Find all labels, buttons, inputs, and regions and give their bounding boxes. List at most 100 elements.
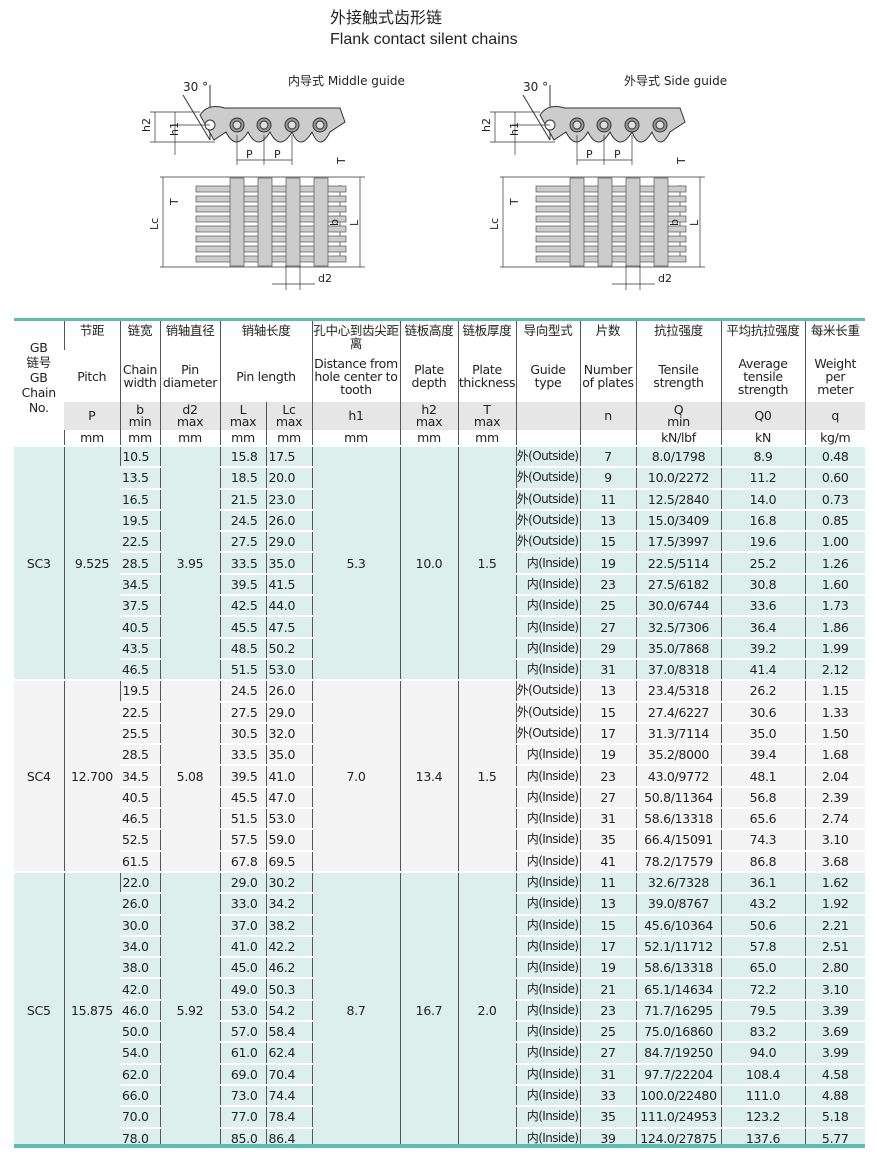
- avg-tensile-cell: 30.6: [720, 700, 805, 723]
- pin-length-l-cell: 37.0: [219, 913, 266, 936]
- weight-cell: 5.18: [804, 1105, 865, 1128]
- pitch-cell: 9.525: [63, 444, 120, 681]
- b-label: b: [328, 219, 341, 226]
- weight-cell: 3.39: [804, 998, 865, 1022]
- pin-length-lc-cell: 17.5: [265, 444, 312, 468]
- pitch-cell: 12.700: [63, 679, 120, 872]
- tensile-strength-cell: 15.0/3409: [635, 508, 721, 532]
- header-symbol-main: Q0: [754, 408, 772, 423]
- avg-tensile-cell: 94.0: [720, 1041, 805, 1064]
- pin-length-l-cell: 27.5: [219, 700, 266, 723]
- tensile-strength-cell: 27.4/6227: [635, 700, 721, 723]
- pin-length-l-cell: 15.8: [219, 444, 266, 468]
- guide-type-cell: 内(Inside): [515, 807, 580, 830]
- chain-no-cell: SC5: [14, 870, 64, 1148]
- chain-width-cell: 19.5: [120, 508, 160, 532]
- tensile-strength-cell: 58.6/13318: [635, 807, 721, 830]
- avg-tensile-cell: 39.4: [720, 743, 805, 766]
- chain-width-cell: 43.5: [120, 636, 160, 659]
- weight-cell: 2.39: [804, 785, 865, 809]
- weight-cell: 4.88: [804, 1083, 865, 1107]
- d2-label: d2: [318, 272, 332, 285]
- header-unit: mm: [265, 430, 312, 447]
- header-chain-no-line: GB: [29, 369, 48, 385]
- table-row: 13.5 18.5 20.0 外(Outside) 9 10.0/2272 11.2 0.60: [14, 466, 865, 489]
- chain-no-cell: SC4: [14, 679, 64, 872]
- pin-length-l-cell: 39.5: [219, 764, 266, 787]
- header-symbol: Q0: [720, 402, 805, 430]
- header-symbol: P: [64, 402, 120, 430]
- table-row: 34.5 39.5 41.0 内(Inside) 23 43.0/9772 48.1 2.04: [14, 764, 865, 787]
- header-en: Guide type: [515, 350, 580, 402]
- t-label: T: [675, 157, 688, 165]
- table-row: 38.0 45.0 46.2 内(Inside) 19 58.6/13318 65.0 2.8…: [14, 956, 865, 979]
- plates-cell: 25: [579, 594, 636, 617]
- chain-width-cell: 22.5: [120, 700, 160, 723]
- header-unit: kg/m: [804, 430, 865, 447]
- tensile-strength-cell: 124.0/27875: [635, 1126, 721, 1148]
- pin-length-lc-cell: 35.0: [265, 551, 312, 574]
- table-row: 42.0 49.0 50.3 内(Inside) 21 65.1/14634 72.2 3.1…: [14, 977, 865, 1000]
- chain-width-cell: 34.5: [120, 764, 160, 787]
- avg-tensile-cell: 137.6: [720, 1126, 805, 1148]
- header-chain-no-blank: [14, 430, 64, 447]
- plates-cell: 11: [579, 870, 636, 894]
- weight-cell: 1.62: [804, 870, 865, 894]
- header-unit: mm: [219, 430, 266, 447]
- avg-tensile-cell: 14.0: [720, 487, 805, 510]
- table-row: 40.5 45.5 47.5 内(Inside) 27 32.5/7306 36.4 1.86: [14, 615, 865, 638]
- header-chain-no-line: No.: [28, 399, 49, 415]
- guide-type-cell: 内(Inside): [515, 934, 580, 958]
- avg-tensile-cell: 48.1: [720, 764, 805, 787]
- table-row: 46.5 51.5 53.0 内(Inside) 31 37.0/8318 41.4 2.12: [14, 657, 865, 681]
- table-row: 40.5 45.5 47.0 内(Inside) 27 50.8/11364 56.8 2.3…: [14, 785, 865, 809]
- plates-cell: 39: [579, 1126, 636, 1148]
- weight-cell: 2.12: [804, 657, 865, 681]
- header-cn: 销轴长度: [219, 318, 312, 350]
- header-cn: 片数: [579, 318, 636, 350]
- header-symbol: b min: [119, 402, 160, 430]
- header-unit: mm: [311, 430, 400, 447]
- plates-cell: 19: [579, 743, 636, 766]
- weight-cell: 3.99: [804, 1041, 865, 1064]
- pin-length-lc-cell: 38.2: [265, 913, 312, 936]
- guide-type-cell: 内(Inside): [515, 615, 580, 638]
- plates-cell: 27: [579, 615, 636, 638]
- angle-label: 30 °: [523, 80, 548, 94]
- chain-width-cell: 28.5: [120, 551, 160, 574]
- tensile-strength-cell: 27.5/6182: [635, 572, 721, 596]
- pin-diameter-cell: 5.08: [159, 679, 220, 872]
- table-row: 28.5 33.5 35.0 内(Inside) 19 35.2/8000 39.4 1.68: [14, 743, 865, 766]
- tensile-strength-cell: 12.5/2840: [635, 487, 721, 510]
- pin-length-lc-cell: 29.0: [265, 530, 312, 553]
- header-symbol: h2 max: [399, 402, 458, 430]
- header-symbol-main: q: [831, 408, 840, 423]
- pin-length-lc-cell: 70.4: [265, 1062, 312, 1085]
- header-cn: 抗拉强度: [635, 318, 721, 350]
- t-label: T: [168, 198, 181, 206]
- pin-length-lc-cell: 86.4: [265, 1126, 312, 1148]
- pin-length-lc-cell: 59.0: [265, 828, 312, 851]
- table-bottom-border: [14, 1144, 865, 1148]
- header-symbol-sub: max: [415, 414, 443, 429]
- pin-length-l-cell: 29.0: [219, 870, 266, 894]
- tensile-strength-cell: 30.0/6744: [635, 594, 721, 617]
- table-row: 43.5 48.5 50.2 内(Inside) 29 35.0/7868 39.2 1.99: [14, 636, 865, 659]
- t-label: T: [508, 198, 521, 206]
- tensile-strength-cell: 100.0/22480: [635, 1083, 721, 1107]
- table-row: 37.5 42.5 44.0 内(Inside) 25 30.0/6744 33.6 1.73: [14, 594, 865, 617]
- plates-cell: 23: [579, 764, 636, 787]
- pin-length-lc-cell: 50.3: [265, 977, 312, 1000]
- chain-width-cell: 25.5: [120, 721, 160, 745]
- guide-type-cell: 外(Outside): [515, 530, 580, 553]
- chain-diagrams: 内导式 Middle guide 30 ° h2 h1 P P T Lc T b…: [140, 74, 727, 291]
- b-label: b: [668, 219, 681, 226]
- header-en: Number of plates: [579, 350, 636, 402]
- plates-cell: 13: [579, 508, 636, 532]
- chain-width-cell: 50.0: [120, 1020, 160, 1043]
- header-en: Pin length: [219, 350, 312, 402]
- pin-length-lc-cell: 74.4: [265, 1083, 312, 1107]
- avg-tensile-cell: 83.2: [720, 1020, 805, 1043]
- table-row: 78.0 85.0 86.4 内(Inside) 39 124.0/27875 137.6 5…: [14, 1126, 865, 1148]
- pin-length-lc-cell: 30.2: [265, 870, 312, 894]
